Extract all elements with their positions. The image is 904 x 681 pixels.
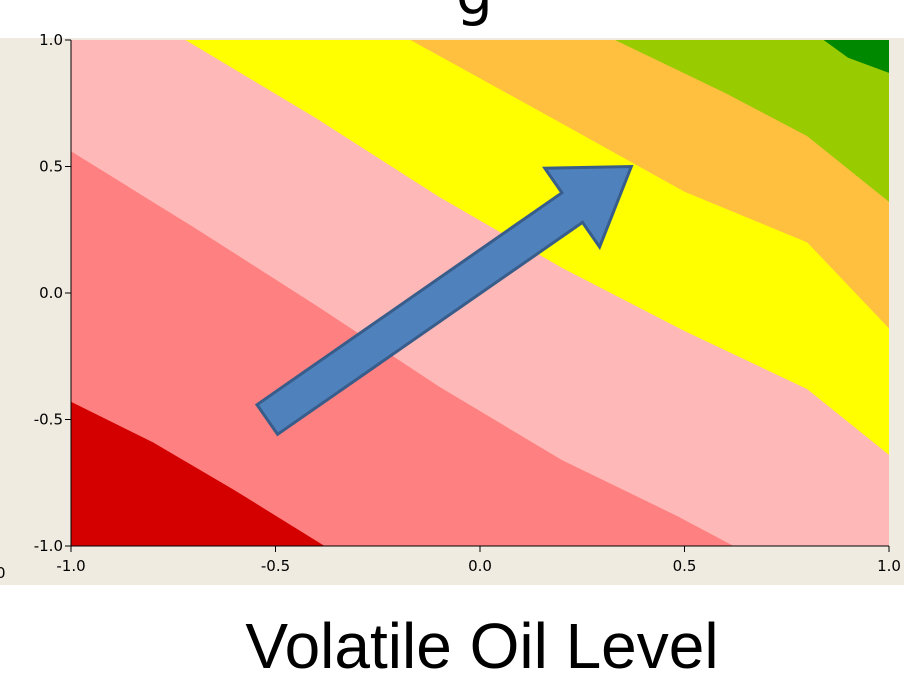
x-axis-label: Volatile Oil Level bbox=[245, 610, 718, 681]
contour-band-1 bbox=[71, 401, 325, 546]
x-tick-label: 0.5 bbox=[673, 557, 697, 575]
y-tick-label: -0.5 bbox=[34, 411, 63, 429]
y-tick-label: -1.0 bbox=[34, 537, 63, 555]
arrow-shape bbox=[254, 164, 634, 437]
y-tick-label: 0.5 bbox=[39, 158, 63, 176]
y-tick-label: 1.0 bbox=[39, 31, 63, 49]
x-tick-label: -1.0 bbox=[56, 557, 85, 575]
page-bottom bbox=[0, 585, 904, 681]
clipped-tick-label: 0 bbox=[0, 564, 6, 582]
trend-arrow bbox=[254, 164, 634, 437]
x-tick-label: 1.0 bbox=[877, 557, 901, 575]
axes: -1.0 -0.5 0.0 0.5 1.0 1.0 0.5 0.0 -0.5 -1.0 bbox=[34, 31, 901, 575]
chart-title-fragment: g bbox=[456, 0, 493, 28]
y-tick-label: 0.0 bbox=[39, 284, 63, 302]
contour-band-2 bbox=[71, 151, 734, 547]
x-tick-label: -0.5 bbox=[261, 557, 290, 575]
x-tick-label: 0.0 bbox=[468, 557, 492, 575]
